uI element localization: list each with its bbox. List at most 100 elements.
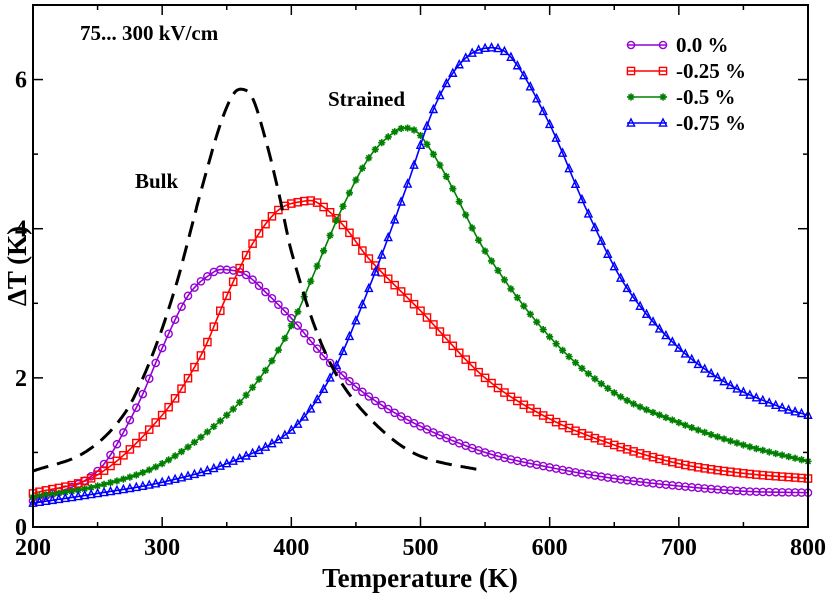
data-point-marker [138, 432, 148, 441]
data-point-marker [409, 299, 419, 309]
data-point-marker [183, 470, 193, 480]
data-point-marker [351, 237, 361, 246]
data-point-marker [745, 469, 755, 479]
data-point-marker [487, 257, 496, 265]
data-point-marker [570, 178, 581, 189]
data-point-marker [706, 367, 716, 378]
data-point-marker [338, 345, 348, 356]
data-point-marker [423, 140, 431, 148]
data-point-marker [493, 42, 503, 53]
data-point-marker [616, 442, 626, 452]
data-point-marker [378, 139, 386, 147]
data-point-marker [177, 384, 186, 393]
data-point-marker [331, 359, 342, 370]
data-point-marker [145, 466, 153, 474]
data-point-marker [299, 328, 309, 338]
data-point-marker [112, 439, 122, 449]
data-point-marker [448, 67, 458, 77]
data-point-marker [229, 405, 237, 413]
data-point-marker [461, 355, 471, 364]
data-point-marker [260, 441, 271, 451]
data-point-marker [390, 280, 399, 290]
data-point-marker [261, 366, 270, 374]
data-point-marker [706, 465, 716, 474]
data-point-marker [358, 164, 366, 172]
legend-marker [627, 93, 635, 101]
data-point-marker [441, 77, 452, 88]
data-point-marker [261, 287, 270, 297]
data-point-marker [635, 449, 645, 458]
x-tick-label: 800 [790, 535, 826, 561]
y-tick-label: 4 [15, 217, 27, 243]
data-point-marker [55, 489, 63, 497]
data-point-marker [772, 449, 780, 458]
data-point-marker [693, 463, 703, 472]
data-point-marker [694, 426, 702, 434]
data-point-marker [448, 341, 458, 351]
data-point-marker [267, 211, 277, 221]
series-line-0-0 [32, 268, 808, 502]
y-tick-label: 2 [15, 366, 27, 392]
data-point-marker [649, 408, 657, 417]
data-point-marker [661, 456, 671, 465]
ticks-layer: 200 300 400 500 600 700 800 0 2 4 6 [15, 4, 826, 561]
data-point-marker [377, 249, 387, 259]
data-point-marker [480, 42, 490, 53]
data-point-marker [636, 403, 644, 411]
data-point-marker [784, 472, 793, 482]
data-point-marker [99, 486, 109, 497]
data-point-marker [687, 353, 697, 364]
data-point-marker [254, 444, 264, 455]
data-point-marker [351, 382, 361, 391]
data-point-marker [442, 172, 450, 181]
data-point-marker [274, 300, 283, 309]
data-point-marker [797, 488, 806, 497]
data-point-marker [371, 145, 379, 154]
data-point-marker [416, 306, 425, 316]
data-point-marker [396, 196, 406, 206]
data-point-marker [339, 202, 347, 210]
data-point-marker [746, 443, 754, 451]
data-point-marker [462, 211, 470, 219]
data-point-marker [797, 473, 806, 483]
data-point-marker [105, 485, 116, 496]
plot-frame [32, 4, 809, 528]
series-line-0-25 [32, 199, 809, 495]
data-point-marker [680, 482, 690, 491]
legend-marker [626, 66, 636, 76]
data-point-marker [209, 462, 219, 473]
data-point-marker [745, 487, 755, 496]
data-point-marker [764, 397, 774, 407]
data-point-marker [163, 475, 174, 485]
data-point-marker [764, 487, 774, 497]
x-tick-label: 300 [144, 535, 180, 561]
data-point-marker [171, 452, 179, 460]
data-point-marker [132, 403, 141, 412]
data-point-marker [80, 476, 89, 486]
data-point-marker [144, 425, 154, 434]
data-point-marker [454, 58, 464, 69]
data-point-marker [151, 418, 161, 427]
data-point-marker [320, 247, 328, 255]
data-point-marker [790, 488, 800, 497]
data-point-marker [68, 487, 76, 495]
data-point-marker [287, 322, 295, 330]
data-point-marker [209, 322, 219, 331]
legend-marker [659, 93, 667, 101]
data-point-marker [312, 198, 322, 207]
data-point-marker [235, 263, 244, 273]
data-point-marker [739, 469, 748, 478]
data-point-marker [480, 373, 490, 383]
data-point-marker [383, 404, 393, 414]
data-point-marker [622, 445, 632, 454]
data-point-marker [125, 482, 135, 493]
data-point-marker [661, 329, 671, 340]
data-point-marker [100, 480, 108, 488]
data-point-marker [228, 455, 238, 465]
data-point-marker [571, 426, 580, 436]
data-point-marker [73, 490, 83, 501]
data-point-marker [558, 346, 567, 354]
data-point-marker [241, 270, 251, 280]
data-point-marker [280, 306, 290, 316]
data-point-marker [584, 370, 593, 378]
